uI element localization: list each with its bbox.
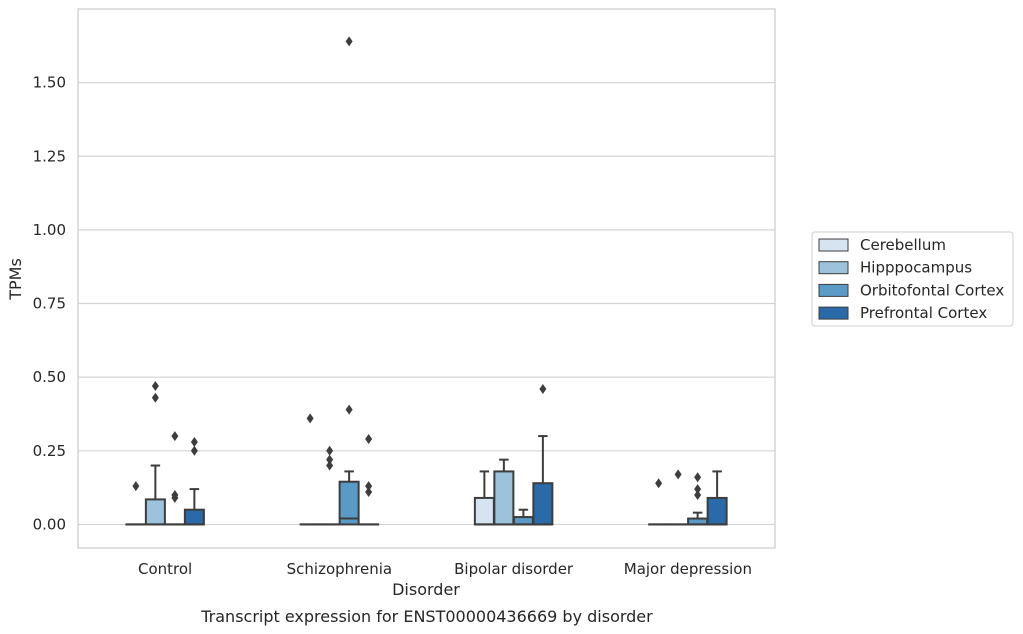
outlier-point [345,36,353,47]
box-body [532,482,554,526]
outlier-point [655,478,663,489]
outlier-point [151,381,159,392]
legend-frame [811,231,1014,327]
outlier-point [539,383,547,394]
figure-caption: Transcript expression for ENST0000043666… [200,607,653,626]
box-body [183,508,205,526]
legend-label: Hipppocampus [860,259,972,277]
box-hipppocampus [493,458,515,526]
box-prefrontal-cortex [183,488,205,526]
x-tick-label: Control [138,560,192,578]
x-tick-label: Schizophrenia [287,560,392,578]
y-axis-label: TPMs [6,258,25,301]
box-body [512,516,534,526]
y-tick-label: 1.00 [33,221,66,239]
box-body [338,480,360,526]
y-tick-labels: 0.00 0.25 0.50 0.75 1.00 1.25 1.50 [33,74,66,534]
outlier-point [171,431,179,442]
box-body [493,470,515,526]
outlier-point [365,481,373,492]
outlier-point [151,392,159,403]
x-tick-labels: Control Schizophrenia Bipolar disorder Majo… [138,560,752,578]
outlier-point [171,489,179,500]
legend-swatch [818,306,849,320]
legend-swatch [818,261,849,275]
y-tick-label: 0.75 [33,295,66,313]
box-prefrontal-cortex [532,435,554,526]
outlier-point [365,487,373,498]
legend-swatch [818,283,849,297]
box-prefrontal-cortex [706,470,728,526]
legend-label: Prefrontal Cortex [860,304,987,322]
outlier-point [694,489,702,500]
legend-items: Cerebellum Hipppocampus Orbitofontal Corte… [818,236,1004,322]
outlier-point [326,460,334,471]
y-tick-label: 1.25 [33,147,66,165]
legend-label: Orbitofontal Cortex [860,281,1004,299]
outlier-point [694,472,702,483]
outlier-point [326,445,334,456]
outlier-point [326,454,334,465]
box-body [144,498,166,526]
outliers [132,36,702,503]
box-body [706,496,728,526]
outlier-point [694,484,702,495]
x-axis-label: Disorder [392,580,460,599]
box-body [473,496,495,526]
outlier-point [190,445,198,456]
outlier-point [345,404,353,415]
legend-swatch [818,238,849,252]
y-tick-label: 0.25 [33,442,66,460]
legend-label: Cerebellum [860,236,946,254]
box-orbitofontal-cortex [338,470,360,526]
outlier-point [190,436,198,447]
outlier-point [674,469,682,480]
y-tick-label: 0.50 [33,368,66,386]
legend: Cerebellum Hipppocampus Orbitofontal Corte… [811,231,1014,327]
box-hipppocampus [144,464,166,526]
outlier-point [306,413,314,424]
x-tick-label: Major depression [624,560,752,578]
x-tick-label: Bipolar disorder [454,560,574,578]
boxes [125,435,728,526]
y-tick-label: 1.50 [33,74,66,92]
outlier-point [132,481,140,492]
outlier-point [365,434,373,445]
plot-frame [77,8,776,549]
y-tick-label: 0.00 [33,515,66,533]
